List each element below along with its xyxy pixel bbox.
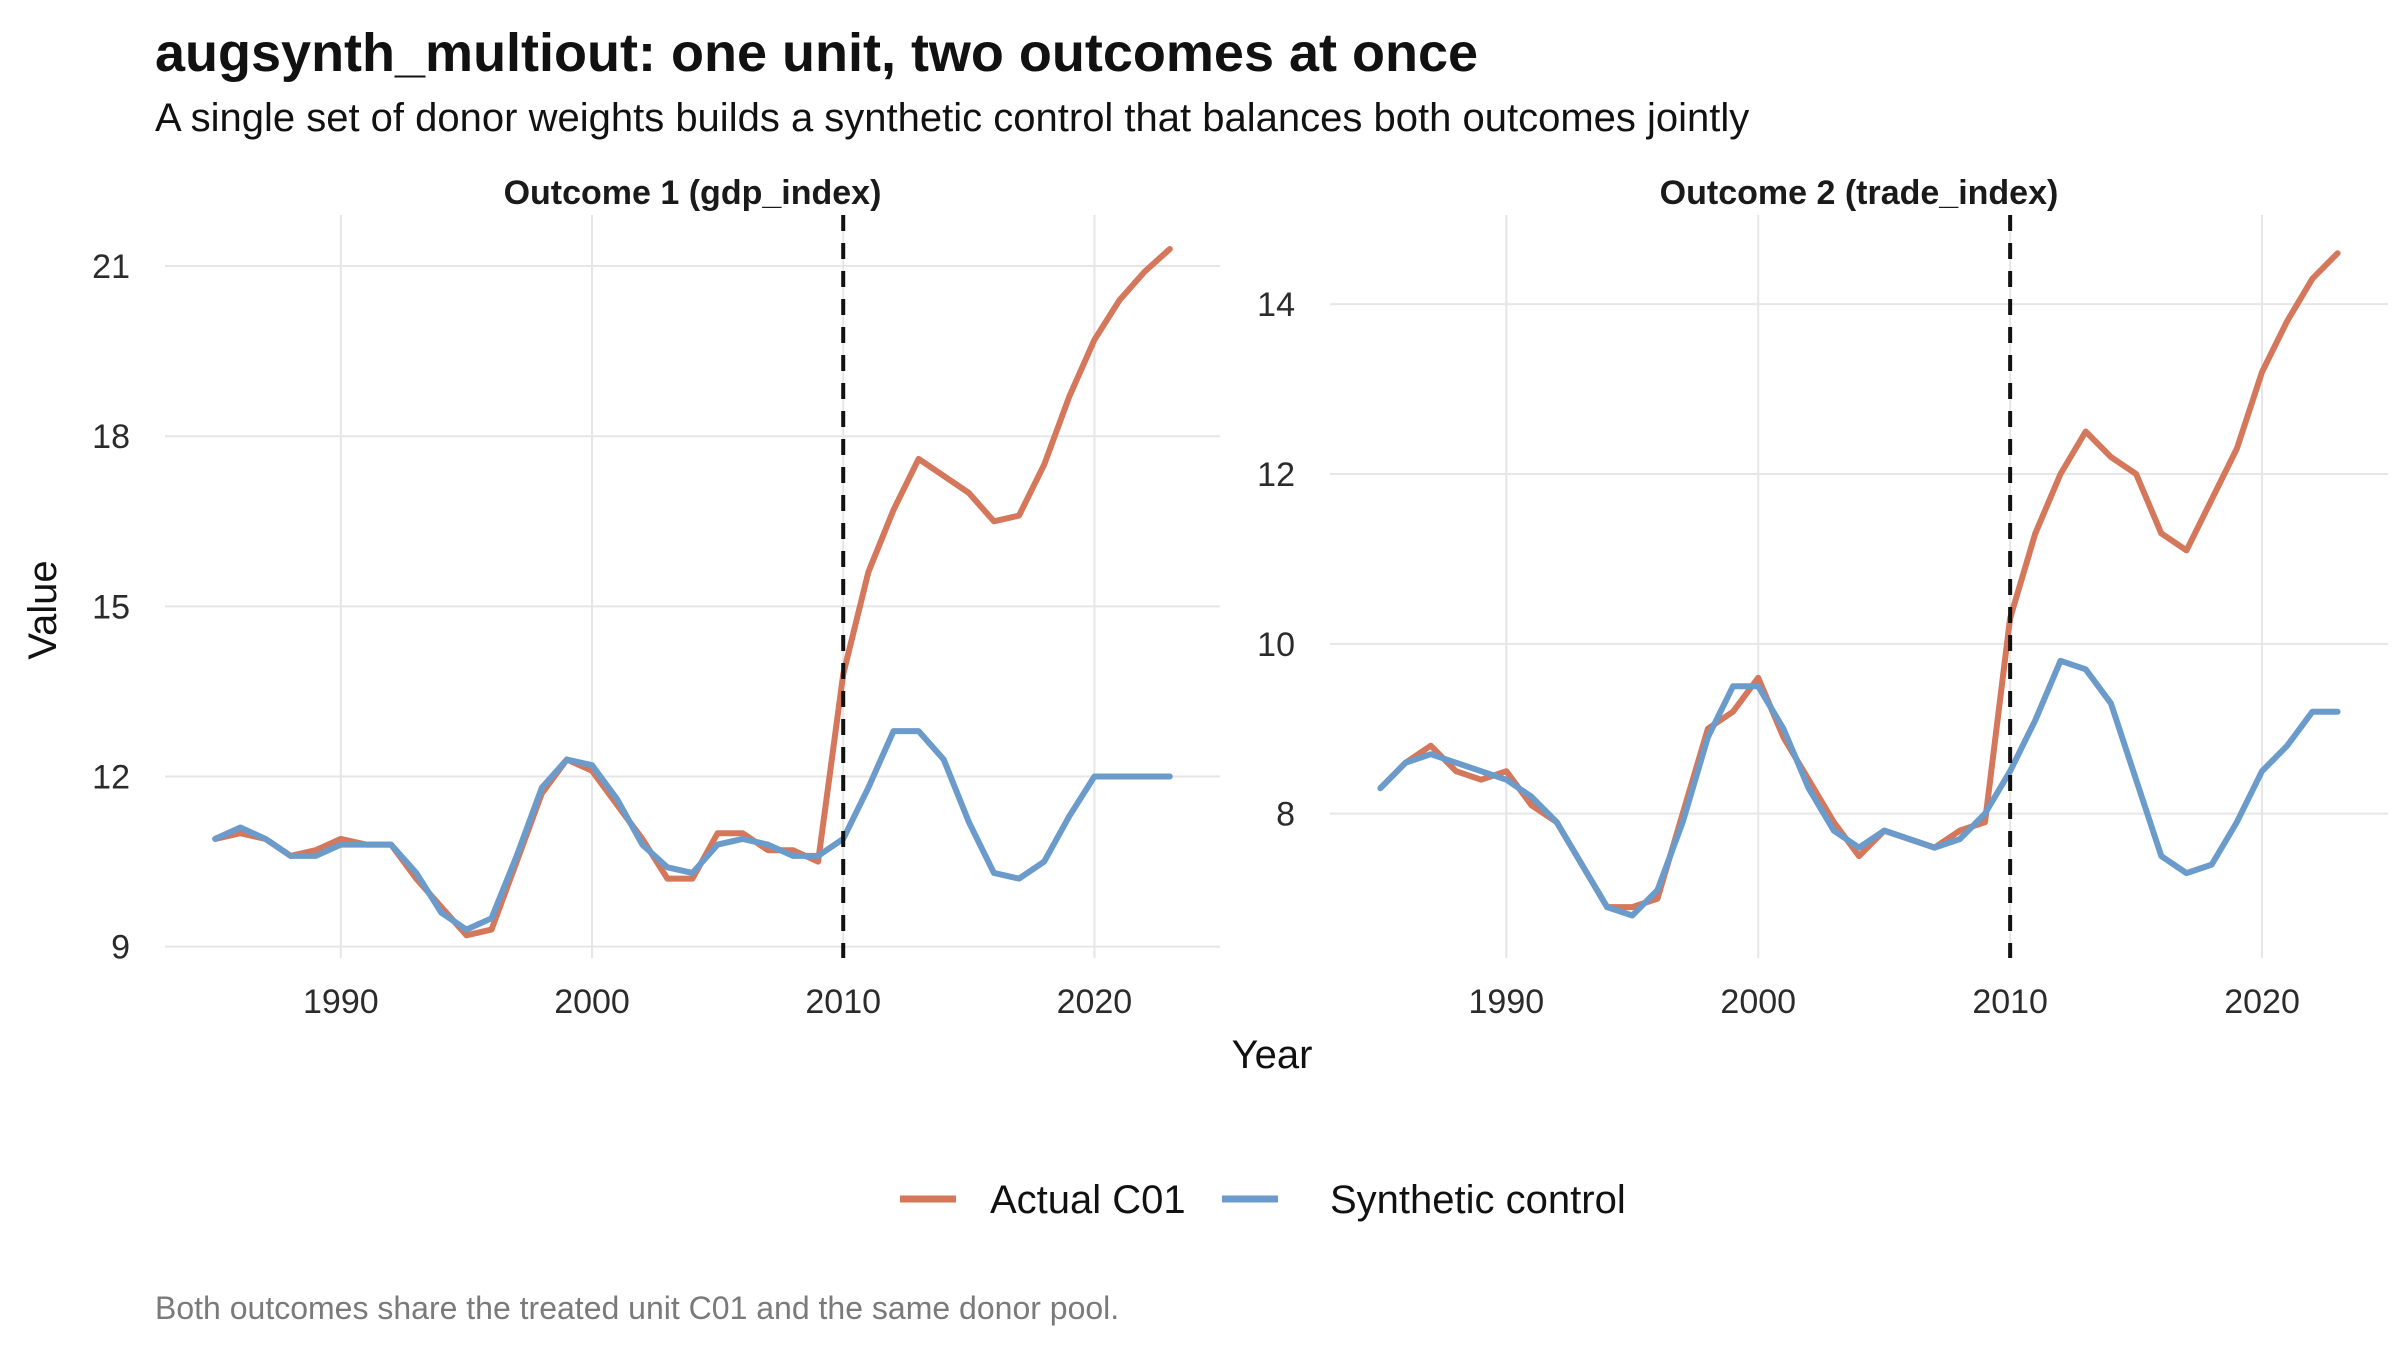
panel-title: Outcome 2 (trade_index): [1660, 174, 2059, 212]
x-tick-label: 2010: [805, 983, 881, 1021]
series-line-synthetic: [1377, 657, 2341, 919]
chart-subtitle: A single set of donor weights builds a s…: [155, 96, 1750, 140]
y-tick-label: 18: [92, 418, 130, 456]
x-tick-label: 2000: [554, 983, 630, 1021]
x-axis-title: Year: [1232, 1033, 1313, 1077]
x-tick-label: 2020: [2224, 983, 2300, 1021]
series-line-actual: [212, 246, 1173, 939]
panel-gdp-index: 1990 2000 2010 2020 9 12 15 18 21 Outcome 1 (gdp_…: [92, 173, 1220, 1021]
y-tick-label: 21: [92, 248, 130, 286]
y-tick-label: 12: [1257, 456, 1295, 494]
panel-title-background: [1609, 173, 2109, 213]
panel-title-background: [442, 173, 943, 213]
y-tick-label: 14: [1257, 286, 1295, 324]
y-tick-label: 8: [1276, 796, 1295, 834]
legend: Actual C01 Synthetic control: [900, 1178, 1626, 1222]
x-tick-label: 1990: [303, 983, 379, 1021]
legend-label-actual: Actual C01: [990, 1178, 1186, 1222]
x-tick-label: 2020: [1057, 983, 1133, 1021]
series-line-actual: [1377, 250, 2341, 911]
x-tick-label: 2010: [1972, 983, 2048, 1021]
y-tick-label: 12: [92, 759, 130, 797]
y-tick-label: 10: [1257, 626, 1295, 664]
panel-title: Outcome 1 (gdp_index): [504, 174, 882, 212]
x-tick-label: 1990: [1469, 983, 1545, 1021]
x-tick-label: 2000: [1720, 983, 1796, 1021]
y-tick-label: 15: [92, 588, 130, 626]
chart-title: augsynth_multiout: one unit, two outcome…: [155, 23, 1479, 83]
legend-label-synthetic: Synthetic control: [1330, 1178, 1626, 1222]
y-tick-label: 9: [111, 929, 130, 967]
y-axis-title: Value: [21, 560, 65, 659]
chart-caption: Both outcomes share the treated unit C01…: [155, 1290, 1120, 1326]
panel-trade-index: 1990 2000 2010 2020 8 10 12 14 Outcome 2 (trade_…: [1257, 173, 2388, 1021]
series-line-synthetic: [212, 728, 1173, 933]
